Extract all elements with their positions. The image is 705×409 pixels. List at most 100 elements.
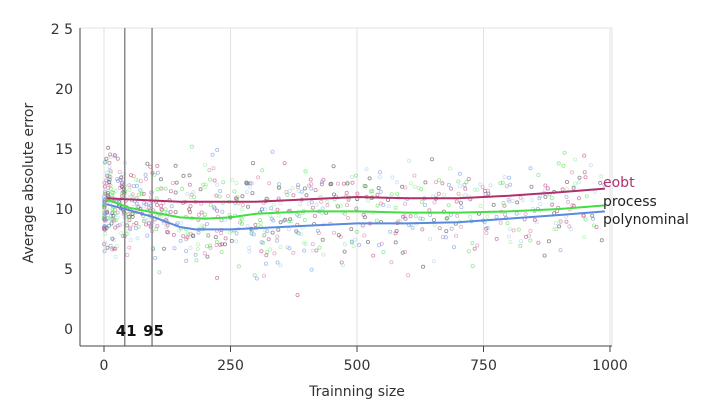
scatter-point bbox=[258, 218, 263, 223]
scatter-point bbox=[375, 192, 380, 197]
scatter-point bbox=[297, 231, 302, 236]
scatter-point bbox=[335, 203, 340, 208]
scatter-point bbox=[553, 221, 558, 226]
scatter-point bbox=[215, 147, 220, 152]
scatter-point bbox=[102, 205, 107, 210]
scatter-point bbox=[134, 177, 139, 182]
scatter-point bbox=[114, 244, 119, 249]
scatter-point bbox=[507, 175, 512, 180]
scatter-point bbox=[317, 245, 322, 250]
scatter-point bbox=[219, 231, 224, 236]
scatter-point bbox=[102, 189, 107, 194]
scatter-point bbox=[429, 157, 434, 162]
scatter-point bbox=[145, 161, 150, 166]
scatter-point bbox=[232, 189, 237, 194]
scatter-point bbox=[533, 218, 538, 223]
scatter-point bbox=[119, 184, 124, 189]
scatter-point bbox=[269, 206, 274, 211]
scatter-point bbox=[309, 186, 314, 191]
scatter-point bbox=[107, 160, 112, 165]
scatter-point bbox=[545, 186, 550, 191]
scatter-point bbox=[365, 239, 370, 244]
scatter-point bbox=[247, 249, 252, 254]
scatter-point bbox=[583, 217, 588, 222]
scatter-point bbox=[220, 209, 225, 214]
scatter-point bbox=[206, 232, 211, 237]
scatter-point bbox=[250, 191, 255, 196]
scatter-point bbox=[102, 213, 107, 218]
scatter-point bbox=[203, 185, 208, 190]
scatter-point bbox=[299, 189, 304, 194]
scatter-point bbox=[263, 261, 268, 266]
scatter-point bbox=[265, 250, 270, 255]
scatter-point bbox=[331, 164, 336, 169]
scatter-point bbox=[185, 191, 190, 196]
scatter-point bbox=[507, 227, 512, 232]
scatter-point bbox=[252, 273, 257, 278]
scatter-point bbox=[344, 190, 349, 195]
scatter-point bbox=[504, 184, 509, 189]
scatter-point bbox=[138, 179, 143, 184]
scatter-point bbox=[287, 246, 292, 251]
scatter-point bbox=[488, 183, 493, 188]
scatter-point bbox=[386, 204, 391, 209]
scatter-point bbox=[368, 189, 373, 194]
scatter-point bbox=[102, 224, 107, 229]
scatter-point bbox=[135, 236, 140, 241]
trend-lines bbox=[106, 187, 605, 231]
scatter-point bbox=[408, 214, 413, 219]
scatter-point bbox=[524, 234, 529, 239]
scatter-point bbox=[560, 187, 565, 192]
scatter-point bbox=[129, 194, 134, 199]
scatter-point bbox=[478, 204, 483, 209]
scatter-point bbox=[475, 243, 480, 248]
scatter-point bbox=[319, 182, 324, 187]
scatter-point bbox=[207, 168, 212, 173]
scatter-point bbox=[315, 228, 320, 233]
scatter-point bbox=[371, 253, 376, 258]
y-tick-label: 10 bbox=[55, 202, 73, 218]
scatter-point bbox=[472, 246, 477, 251]
scatter-point bbox=[239, 217, 244, 222]
scatter-point bbox=[564, 194, 569, 199]
scatter-point bbox=[173, 163, 178, 168]
scatter-point bbox=[491, 202, 496, 207]
scatter-point bbox=[454, 233, 459, 238]
scatter-point bbox=[427, 208, 432, 213]
scatter-point bbox=[556, 161, 561, 166]
scatter-point bbox=[419, 200, 424, 205]
scatter-point bbox=[107, 180, 112, 185]
scatter-point bbox=[338, 234, 343, 239]
series-label-polynominal: polynominal bbox=[603, 212, 689, 228]
scatter-point bbox=[178, 238, 183, 243]
scatter-point bbox=[234, 239, 239, 244]
scatter-point bbox=[446, 203, 451, 208]
scatter-point bbox=[470, 241, 475, 246]
scatter-point bbox=[155, 187, 160, 192]
y-tick-label: 2 5 bbox=[51, 22, 73, 38]
scatter-point bbox=[129, 184, 134, 189]
scatter-point bbox=[108, 169, 113, 174]
scatter-point bbox=[193, 252, 198, 257]
scatter-point bbox=[268, 213, 273, 218]
scatter-point bbox=[168, 209, 173, 214]
scatter-point bbox=[431, 259, 436, 264]
scatter-point bbox=[230, 177, 235, 182]
scatter-point bbox=[254, 276, 259, 281]
scatter-point bbox=[335, 181, 340, 186]
scatter-point bbox=[250, 181, 255, 186]
scatter-point bbox=[268, 247, 273, 252]
vertical-lines bbox=[123, 28, 153, 346]
scatter-point bbox=[225, 194, 230, 199]
scatter-point bbox=[584, 217, 589, 222]
scatter-point bbox=[105, 193, 110, 198]
scatter-point bbox=[457, 171, 462, 176]
scatter-point bbox=[295, 293, 300, 298]
scatter-point bbox=[181, 173, 186, 178]
scatter-point bbox=[543, 194, 548, 199]
scatter-point bbox=[443, 235, 448, 240]
scatter-point bbox=[264, 253, 269, 258]
scatter-point bbox=[128, 237, 133, 242]
scatter-point bbox=[562, 150, 567, 155]
scatter-point bbox=[194, 258, 199, 263]
